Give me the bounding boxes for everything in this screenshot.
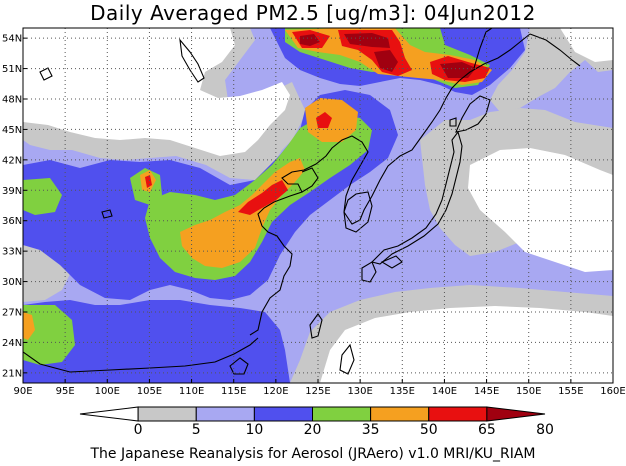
tick-label-lat: 45N <box>2 125 22 136</box>
coastline-lake-khanka <box>449 117 457 127</box>
colorbar-label: 80 <box>536 422 554 438</box>
tick-label-lon: 160E <box>600 386 625 397</box>
colorbar-segment <box>312 406 372 422</box>
tick-label-lat: 33N <box>2 247 22 258</box>
colorbar-segment-lowest <box>79 406 139 422</box>
colorbar: 0 5 10 20 35 50 65 80 <box>79 406 554 438</box>
tick-label-lat: 36N <box>2 216 22 227</box>
tick-label-lon: 95E <box>56 386 75 397</box>
colorbar-label: 35 <box>362 422 380 438</box>
coastline-korea <box>343 191 373 233</box>
tick-label-lon: 100E <box>95 386 120 397</box>
colorbar-segment <box>370 406 430 422</box>
tick-label-lat: 30N <box>2 277 22 288</box>
field-level-65-80-west <box>145 175 152 188</box>
tick-label-lon: 135E <box>390 386 415 397</box>
field-level-80-plus-b <box>344 33 390 48</box>
colorbar-label: 65 <box>478 422 496 438</box>
coastline-kyushu <box>361 261 377 283</box>
tick-label-lat: 24N <box>2 338 22 349</box>
coastline-shikoku <box>380 255 403 269</box>
field-level-35-50-southwest <box>23 305 75 365</box>
tick-label-lat: 51N <box>2 64 22 75</box>
colorbar-segment <box>137 406 197 422</box>
colorbar-segment <box>253 406 313 422</box>
tick-label-lat: 27N <box>2 308 22 319</box>
pm25-map-figure: 90E 95E 100E 105E 110E 115E 120E 125E 130E 135E 14… <box>2 27 626 438</box>
coastline-sakhalin <box>473 28 493 69</box>
coastline-philippines <box>339 343 355 375</box>
tick-label-lat: 42N <box>2 155 22 166</box>
tick-label-lon: 125E <box>305 386 330 397</box>
field-level-50-65-southwest <box>23 312 35 340</box>
tick-label-lon: 90E <box>13 386 32 397</box>
coastlines <box>23 28 581 375</box>
coastline-indochina <box>23 337 259 373</box>
tick-label-lon: 110E <box>179 386 204 397</box>
field-level-0-5-japan-sea <box>560 28 613 62</box>
coastline-taiwan <box>309 313 323 339</box>
data-source-footer: The Japanese Reanalysis for Aerosol (JRA… <box>90 446 536 462</box>
colorbar-label: 10 <box>245 422 263 438</box>
tick-label-lat: 39N <box>2 186 22 197</box>
tick-label-lon: 115E <box>221 386 246 397</box>
colorbar-label: 5 <box>192 422 201 438</box>
field-level-50-65-northeast <box>305 98 358 142</box>
colorbar-segment-highest <box>486 406 546 422</box>
colorbar-segment <box>195 406 255 422</box>
tick-label-lon: 150E <box>516 386 541 397</box>
coastline-lake-baikal <box>179 38 205 83</box>
colorbar-label: 50 <box>420 422 438 438</box>
concentration-field <box>23 28 613 383</box>
field-level-80-plus-c <box>374 50 398 72</box>
field-level-65-80-northeast <box>316 112 332 128</box>
tick-label-lon: 140E <box>432 386 457 397</box>
tick-label-lon: 105E <box>137 386 162 397</box>
colorbar-label: 0 <box>134 422 143 438</box>
map-title: Daily Averaged PM2.5 [ug/m3]: 04Jun2012 <box>90 1 536 25</box>
tick-label-lon: 155E <box>558 386 583 397</box>
field-level-0-5-mongolia <box>23 28 290 156</box>
axis-ticks: 90E 95E 100E 105E 110E 115E 120E 125E 130E 135E 14… <box>2 34 626 397</box>
tick-label-lon: 120E <box>263 386 288 397</box>
colorbar-label: 20 <box>304 422 322 438</box>
colorbar-segment <box>428 406 488 422</box>
coastline-west-lake-a <box>39 67 53 81</box>
field-level-35-50-far-west <box>23 178 62 215</box>
tick-label-lon: 130E <box>347 386 372 397</box>
coastline-china-mainland <box>249 33 531 336</box>
coastline-okhotsk <box>529 33 581 67</box>
tick-label-lat: 54N <box>2 34 22 45</box>
field-level-80-plus-a <box>300 34 320 46</box>
field-level-0-5-south <box>320 306 613 383</box>
coastline-hokkaido <box>455 95 491 133</box>
tick-label-lon: 145E <box>474 386 499 397</box>
field-level-0-5-pacific <box>468 148 613 272</box>
coastline-bohai-gulf <box>301 167 319 193</box>
coastline-west-lake-b <box>101 209 113 219</box>
field-level-20-35-south <box>23 300 290 383</box>
tick-label-lat: 21N <box>2 368 22 379</box>
tick-label-lat: 48N <box>2 95 22 106</box>
